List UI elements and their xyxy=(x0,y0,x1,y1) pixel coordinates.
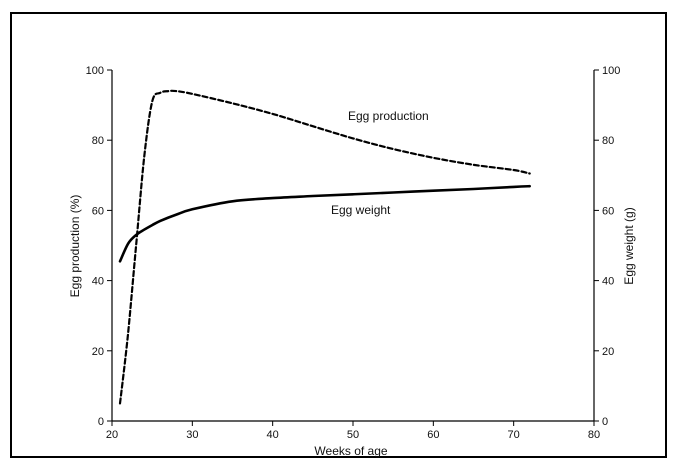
y-left-tick-label: 0 xyxy=(98,416,104,428)
x-tick-label: 80 xyxy=(588,429,600,441)
egg-weight-line xyxy=(118,184,531,263)
figure-frame xyxy=(10,12,667,458)
x-tick-label: 40 xyxy=(267,429,279,441)
y-right-tick-label: 100 xyxy=(602,65,620,77)
x-axis-title: Weeks of age xyxy=(314,444,387,458)
x-tick-label: 30 xyxy=(186,429,198,441)
x-tick-label: 50 xyxy=(347,429,359,441)
series xyxy=(118,89,531,405)
y-axis-right-title: Egg weight (g) xyxy=(622,207,636,284)
y-right-tick-label: 40 xyxy=(602,276,614,288)
y-left-tick-label: 40 xyxy=(92,276,104,288)
y-left-tick-label: 60 xyxy=(92,205,104,217)
egg-production-line xyxy=(118,89,531,405)
y-right-tick-label: 60 xyxy=(602,205,614,217)
egg-production-label: Egg production xyxy=(348,109,429,123)
y-right-tick-label: 20 xyxy=(602,346,614,358)
y-right-tick-label: 0 xyxy=(602,416,608,428)
egg-weight-label: Egg weight xyxy=(331,203,391,217)
y-left-tick-label: 100 xyxy=(86,65,104,77)
x-tick-label: 20 xyxy=(106,429,118,441)
x-tick-label: 60 xyxy=(427,429,439,441)
y-left-tick-label: 20 xyxy=(92,346,104,358)
y-axis-left-title: Egg production (%) xyxy=(68,195,82,298)
labels: Weeks of age Egg production (%) Egg weig… xyxy=(68,109,636,458)
x-tick-label: 70 xyxy=(508,429,520,441)
y-left-tick-label: 80 xyxy=(92,135,104,147)
y-right-tick-label: 80 xyxy=(602,135,614,147)
